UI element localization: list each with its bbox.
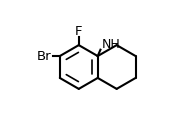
- Text: F: F: [75, 25, 83, 38]
- Text: Br: Br: [37, 50, 51, 63]
- Text: NH: NH: [102, 38, 121, 51]
